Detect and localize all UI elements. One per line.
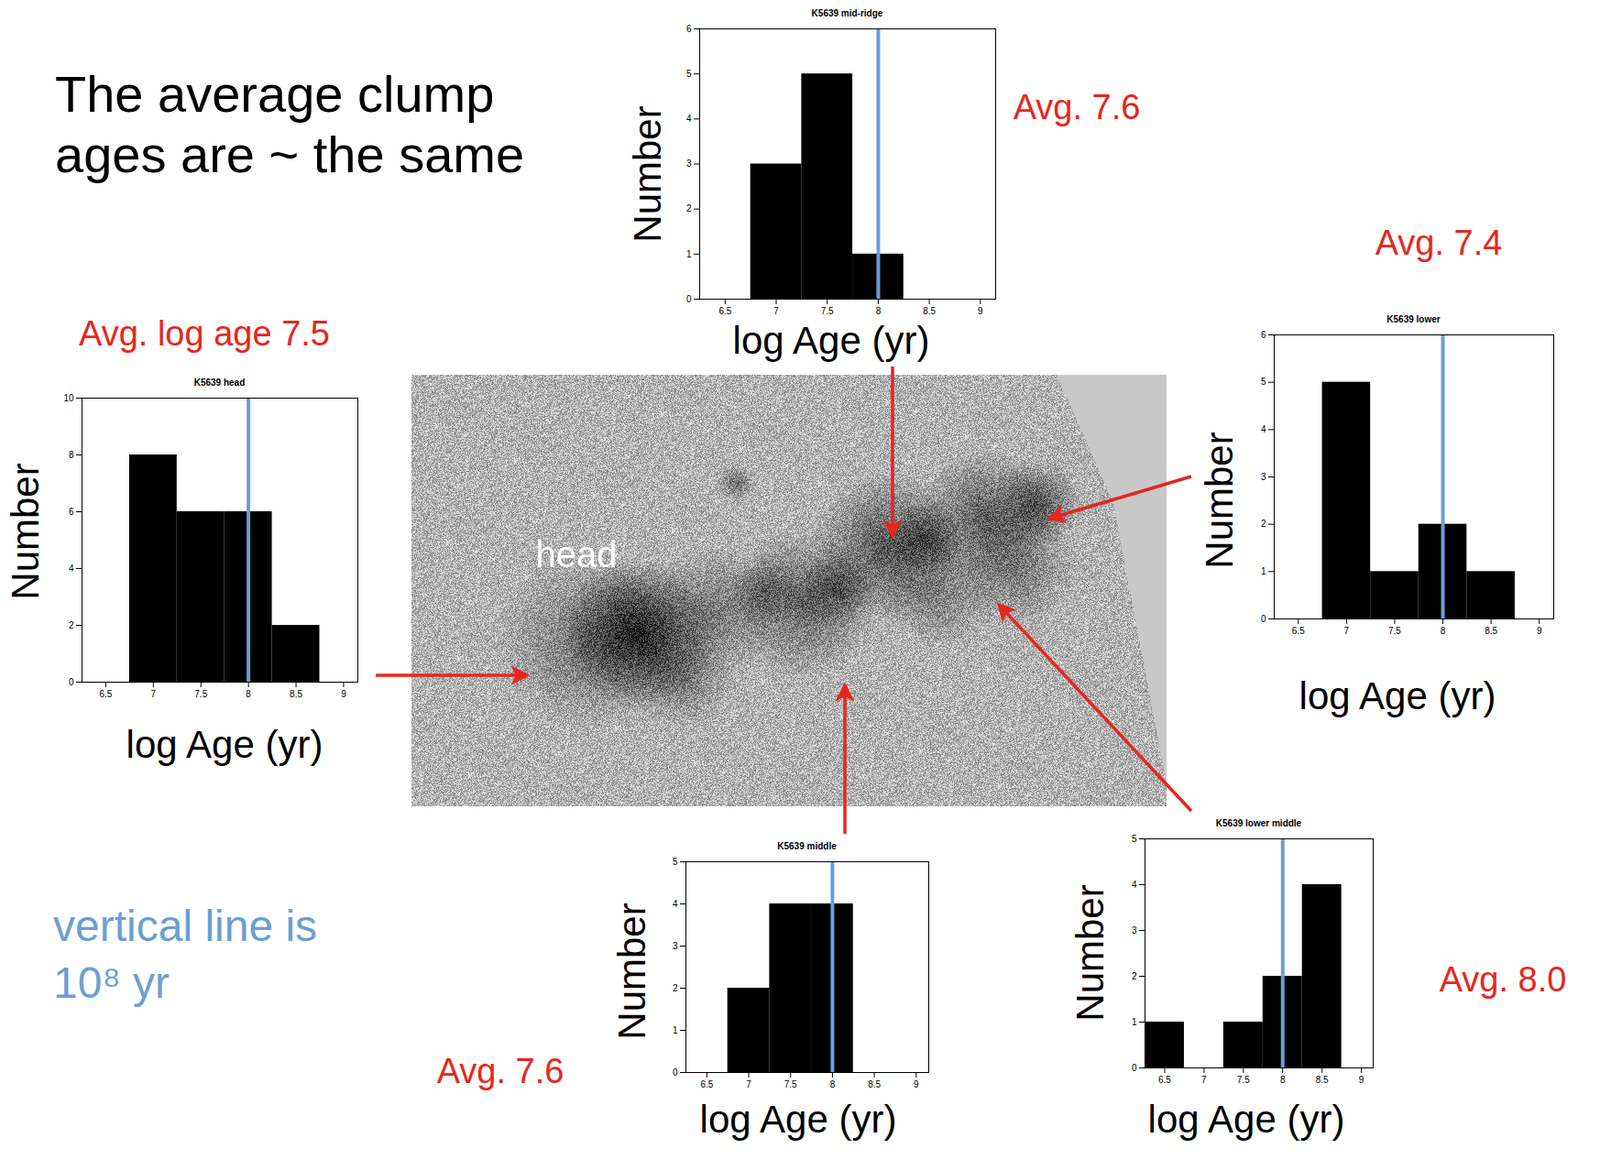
svg-text:6.5: 6.5: [1158, 1074, 1172, 1085]
svg-text:2: 2: [672, 983, 679, 994]
html-text:head: head: [535, 533, 618, 575]
svg-text:4: 4: [672, 898, 679, 910]
svg-text:3: 3: [686, 158, 692, 169]
svg-text:8: 8: [830, 1079, 836, 1090]
html-text:log Age (yr): log Age (yr): [1147, 1097, 1345, 1141]
svg-text:1: 1: [686, 249, 692, 260]
html-text:Avg. 7.6: Avg. 7.6: [1013, 87, 1141, 127]
svg-text:4: 4: [1260, 424, 1267, 435]
html-text:log Age (yr): log Age (yr): [126, 723, 323, 767]
svg-text:4: 4: [1131, 879, 1138, 890]
svg-text:7.5: 7.5: [784, 1079, 798, 1090]
svg-text:5: 5: [1260, 376, 1267, 387]
svg-text:3: 3: [1131, 925, 1138, 936]
svg-text:9: 9: [1536, 625, 1543, 636]
svg-text:9: 9: [340, 689, 347, 700]
html-text:log Age (yr): log Age (yr): [1299, 674, 1496, 718]
svg-text:0: 0: [686, 294, 692, 305]
svg-text:8: 8: [876, 306, 882, 317]
svg-text:8.5: 8.5: [922, 306, 936, 317]
svg-text:5: 5: [686, 68, 692, 79]
html-text:K5639 head: K5639 head: [193, 377, 245, 388]
svg-text:7: 7: [1344, 625, 1350, 636]
svg-text:6.5: 6.5: [718, 306, 732, 317]
svg-text:10: 10: [63, 393, 75, 404]
svg-text:8.5: 8.5: [289, 689, 303, 700]
html-text:K5639 mid-ridge: K5639 mid-ridge: [811, 8, 883, 19]
svg-text:8.5: 8.5: [867, 1079, 881, 1090]
svg-text:6.5: 6.5: [1292, 625, 1305, 636]
svg-text:7.5: 7.5: [1237, 1074, 1250, 1085]
svg-text:5: 5: [672, 856, 679, 867]
svg-text:8: 8: [1440, 625, 1447, 636]
html-text:The average clump ages are ~ t: The average clump ages are ~ the same: [54, 65, 525, 184]
svg-text:5: 5: [1131, 833, 1138, 844]
svg-text:1: 1: [672, 1025, 679, 1036]
svg-text:0: 0: [68, 677, 75, 688]
svg-text:6: 6: [68, 506, 75, 517]
html-text:K5639 lower middle: K5639 lower middle: [1215, 818, 1302, 829]
svg-text:8: 8: [245, 689, 252, 700]
html-text:Avg. log age 7.5: Avg. log age 7.5: [78, 313, 330, 353]
html-text:Number: Number: [610, 902, 654, 1040]
svg-text:7: 7: [773, 306, 779, 317]
html-text:Number: Number: [1068, 884, 1112, 1022]
svg-text:2: 2: [686, 203, 692, 214]
html-text:K5639 middle: K5639 middle: [777, 841, 837, 852]
svg-text:3: 3: [1260, 471, 1267, 483]
html-text:Avg. 7.4: Avg. 7.4: [1375, 223, 1503, 262]
svg-text:6: 6: [686, 23, 692, 34]
svg-text:7: 7: [1201, 1074, 1207, 1085]
html-text:vertical line is 10⁸ yr: vertical line is 10⁸ yr: [53, 901, 318, 1008]
svg-text:2: 2: [1260, 518, 1267, 529]
html-text:log Age (yr): log Age (yr): [732, 318, 930, 362]
html-text:Number: Number: [625, 105, 669, 243]
svg-text:6.5: 6.5: [700, 1079, 713, 1090]
svg-text:7.5: 7.5: [1388, 625, 1402, 636]
svg-text:7: 7: [745, 1079, 752, 1090]
svg-text:0: 0: [1260, 613, 1267, 625]
svg-text:2: 2: [1131, 971, 1138, 982]
svg-text:8: 8: [68, 449, 75, 461]
html-text:log Age (yr): log Age (yr): [699, 1097, 897, 1141]
html-text:Number: Number: [3, 463, 47, 600]
svg-text:6: 6: [1260, 329, 1267, 340]
svg-text:7: 7: [151, 689, 157, 700]
svg-text:0: 0: [672, 1067, 679, 1078]
svg-text:1: 1: [1260, 566, 1267, 577]
svg-text:4: 4: [68, 563, 75, 574]
svg-text:3: 3: [672, 941, 679, 952]
svg-text:0: 0: [1131, 1063, 1138, 1074]
svg-text:7.5: 7.5: [194, 689, 208, 700]
html-text:K5639 lower: K5639 lower: [1386, 314, 1441, 325]
svg-text:9: 9: [1358, 1074, 1365, 1085]
html-text:Number: Number: [1197, 431, 1241, 569]
svg-text:4: 4: [686, 113, 692, 124]
svg-text:6.5: 6.5: [98, 689, 112, 700]
html-text:Avg. 8.0: Avg. 8.0: [1439, 959, 1567, 999]
html-text:Avg. 7.6: Avg. 7.6: [436, 1051, 564, 1091]
svg-text:2: 2: [68, 620, 75, 631]
svg-text:9: 9: [913, 1079, 920, 1090]
svg-text:8: 8: [1280, 1074, 1286, 1085]
svg-text:9: 9: [977, 306, 984, 317]
svg-text:1: 1: [1131, 1017, 1138, 1028]
svg-text:7.5: 7.5: [821, 306, 834, 317]
svg-text:8.5: 8.5: [1484, 625, 1498, 636]
svg-text:8.5: 8.5: [1315, 1074, 1329, 1085]
